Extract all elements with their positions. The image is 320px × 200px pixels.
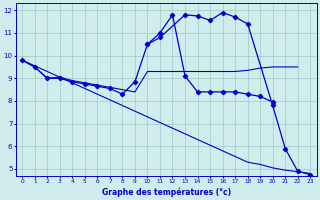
X-axis label: Graphe des températures (°c): Graphe des températures (°c) [102, 187, 231, 197]
